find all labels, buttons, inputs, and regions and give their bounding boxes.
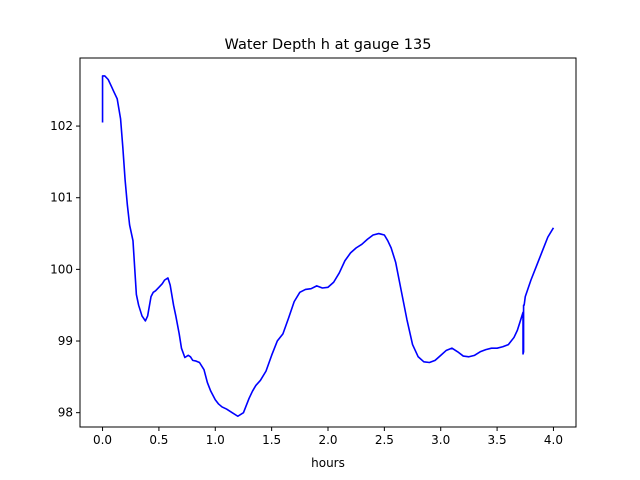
plot-area bbox=[101, 75, 555, 418]
x-tick-label: 0.5 bbox=[149, 433, 168, 447]
series-line-0 bbox=[101, 75, 555, 418]
x-tick-label: 1.0 bbox=[206, 433, 225, 447]
x-tick-label: 3.5 bbox=[488, 433, 507, 447]
x-axis-label: hours bbox=[311, 456, 345, 470]
y-axis: 98 99 100 101 102 bbox=[50, 119, 80, 420]
y-tick-label: 100 bbox=[50, 262, 73, 276]
x-axis: 0.0 0.5 1.0 1.5 2.0 2.5 3.0 3.5 4.0 bbox=[93, 427, 563, 447]
y-tick-label: 102 bbox=[50, 119, 73, 133]
series-layer bbox=[101, 75, 555, 418]
y-tick-label: 99 bbox=[58, 334, 73, 348]
x-tick-label: 2.5 bbox=[375, 433, 394, 447]
y-tick-label: 98 bbox=[58, 406, 73, 420]
x-tick-label: 0.0 bbox=[93, 433, 112, 447]
chart-title: Water Depth h at gauge 135 bbox=[225, 37, 432, 53]
x-tick-label: 3.0 bbox=[431, 433, 450, 447]
y-tick-label: 101 bbox=[50, 191, 73, 205]
x-tick-label: 1.5 bbox=[262, 433, 281, 447]
x-tick-label: 2.0 bbox=[318, 433, 337, 447]
x-tick-label: 4.0 bbox=[544, 433, 563, 447]
